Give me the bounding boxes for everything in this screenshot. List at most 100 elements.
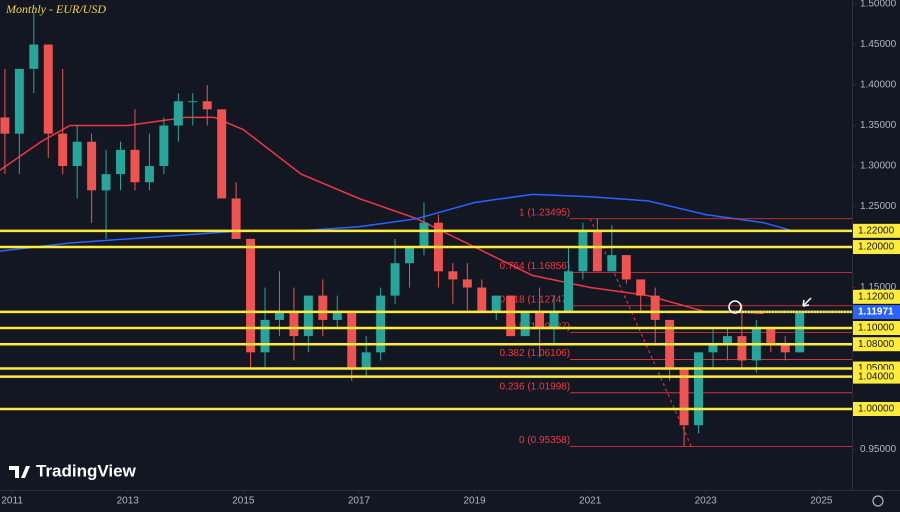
level-tag [853,369,900,384]
candle-body [766,328,776,345]
y-tick-label: 1.35000 [860,120,897,131]
candle-body [144,166,154,183]
fib-label: 0.764 (1.16856) [500,261,571,272]
fib-label: 0.618 (1.12747) [500,294,571,305]
candle-body [130,149,140,183]
candle-body [217,109,227,199]
candle-body [650,295,660,320]
plot-area: 1 (1.23495) 0.764 (1.16856) 0.618 (1.12747… [0,12,852,448]
candle-body [173,101,183,126]
level-tag [853,402,900,417]
candle-body [347,311,357,369]
x-tick-label: 2015 [232,496,255,507]
candle-body [231,198,241,239]
arrow [802,297,812,307]
level-tag [853,223,900,238]
level-label: 1.04000 [858,371,895,382]
candle-body [405,247,415,264]
y-tick-label: 1.25000 [860,201,897,212]
fib-label: 0.382 (1.06106) [500,348,571,359]
candle-body [246,238,256,353]
candle-body [621,255,631,280]
fib-label: 0.236 (1.01998) [500,381,571,392]
candle-body [361,352,371,369]
x-tick-label: 2017 [348,496,371,507]
candle-body [29,44,39,69]
x-tick-label: 2019 [463,496,486,507]
candle-body [101,174,111,191]
candle-body [0,117,10,134]
y-tick-label: 1.30000 [860,161,897,172]
candle-body [578,230,588,272]
candle-body [535,311,545,329]
candle-body [477,287,487,312]
candle-body [188,101,198,103]
fib-label: 1 (1.23495) [519,207,570,218]
candle-body [520,311,530,337]
logo: TradingView [9,461,137,480]
candle-body [780,344,790,353]
level-tag [853,337,900,352]
y-tick-label: 0.95000 [860,444,897,455]
candle-body [722,336,732,345]
candle-body [607,255,617,272]
level-label: 1.08000 [858,339,895,350]
candle-body [318,295,328,320]
x-tick-label: 2025 [810,496,833,507]
candle-body [202,101,212,110]
candle-body [260,319,270,353]
candle-body [58,133,68,167]
candle-body [159,125,169,167]
level-label: 1.05000 [858,363,895,374]
moving-average [0,193,793,252]
candle-body [708,344,718,353]
candle-body [462,279,472,288]
candle-body [549,311,559,329]
y-tick-label: 1.40000 [860,80,897,91]
candle-body [419,222,429,248]
level-label: 1.10000 [858,323,895,334]
price-label: 1.11971 [858,307,894,318]
x-tick-label: 2021 [579,496,602,507]
level-label: 1.22000 [858,225,895,236]
candle-body [491,295,501,312]
candle-body [72,141,82,167]
fib-label: 0 (0.95358) [519,435,570,446]
level-label: 1.12000 [858,291,895,302]
logo-icon [9,466,30,478]
candle-body [289,311,299,337]
y-tick-label: 1.45000 [860,39,897,50]
price-tag [853,305,900,320]
candle-body [43,44,53,134]
candle-body [795,312,805,353]
candle-body [14,68,24,134]
level-label: 1.00000 [858,404,895,415]
candle-body [506,295,516,337]
candle-body [390,263,400,296]
candle-body [376,295,386,353]
candle-body [303,295,313,337]
chart-title: Monthly - EUR/USD [5,2,106,16]
candle-body [592,230,602,272]
candle-body [679,368,689,426]
candle-body [274,311,284,320]
level-tag [853,321,900,336]
y-tick-label: 1.15000 [860,282,897,293]
brand: TradingView [36,461,137,480]
x-tick-label: 2023 [695,496,718,507]
candle-body [87,141,97,191]
x-tick-label: 2011 [1,496,23,507]
candle-body [737,336,747,361]
candle-body [116,149,125,175]
settings-icon[interactable] [872,495,884,507]
level-tag [853,240,900,255]
candle-body [332,311,342,320]
x-tick-label: 2013 [117,496,140,507]
highlight-circle [728,300,742,314]
candle-body [564,271,573,312]
level-label: 1.20000 [858,242,895,253]
candle-body [448,271,458,280]
y-tick-label: 1.50000 [860,0,897,10]
